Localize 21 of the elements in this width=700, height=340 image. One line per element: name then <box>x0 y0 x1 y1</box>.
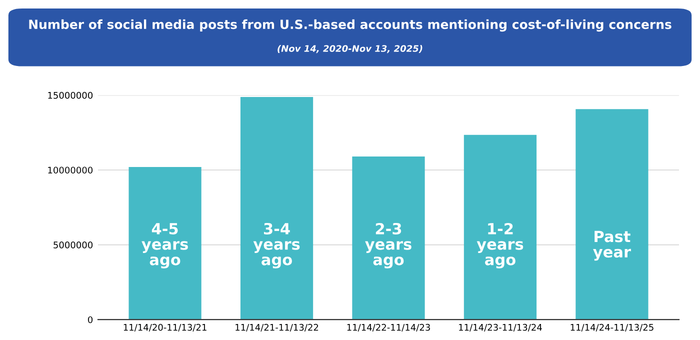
annotation: 1-2 years ago <box>476 222 524 268</box>
x-tick-label: 11/14/23-11/13/24 <box>459 324 542 332</box>
y-tick-label: 15000000 <box>48 92 93 99</box>
x-tick-label: 11/14/21-11/13/22 <box>236 324 318 332</box>
annotation: 4-5 years ago <box>142 223 188 268</box>
annotation: 3-4 years ago <box>253 222 300 268</box>
y-tick-label: 10000000 <box>48 166 93 174</box>
x-tick-label: 11/14/20-11/13/21 <box>124 324 206 332</box>
bar <box>576 109 648 320</box>
bar <box>240 96 314 320</box>
x-tick-label: 11/14/24-11/13/25 <box>570 324 654 332</box>
annotation: Past year <box>593 230 631 261</box>
annotation: 2-3 years ago <box>365 222 412 268</box>
chart-title: Number of social media posts from U.S.-based accounts mentioning cost-of-living concerns <box>29 19 672 32</box>
chart-subtitle: (Nov 14, 2020-Nov 13, 2025) <box>278 44 422 54</box>
bar <box>128 167 202 320</box>
y-tick-label: 5000000 <box>54 242 93 248</box>
bar <box>352 156 425 320</box>
bar <box>464 134 537 320</box>
y-tick-label: 0 <box>88 316 93 324</box>
x-tick-label: 11/14/22-11/14/23 <box>347 324 430 332</box>
